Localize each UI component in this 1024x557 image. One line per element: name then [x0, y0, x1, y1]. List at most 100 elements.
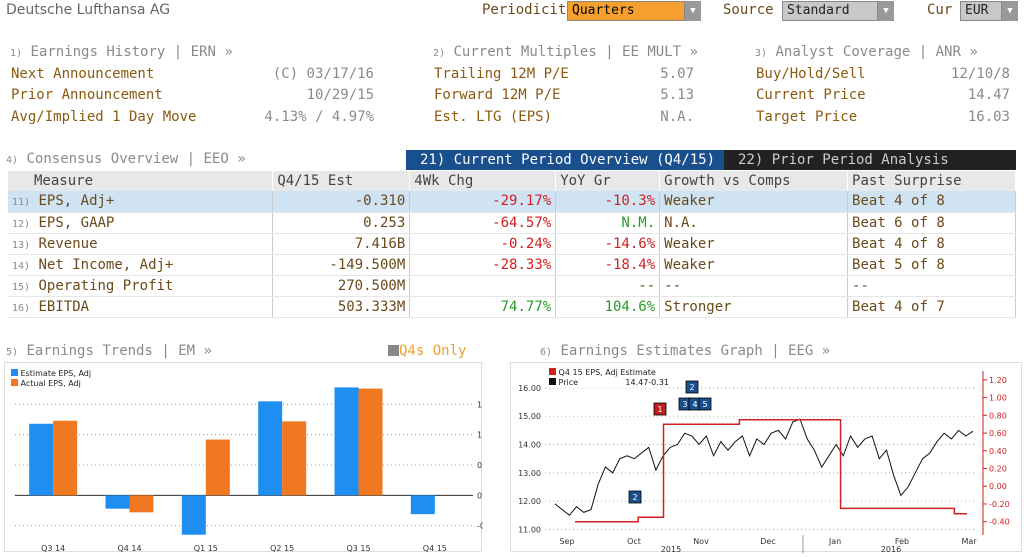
trends-y-tick-label: 1.00 — [477, 431, 483, 440]
est-cell: -0.310 — [273, 191, 410, 212]
comps-cell: Weaker — [660, 254, 848, 275]
periodicity-select[interactable]: Quarters — [567, 1, 685, 21]
eeg-right-tick-label: 0.60 — [989, 429, 1007, 438]
trends-bar — [130, 495, 154, 512]
eeg-event-marker-label: 2 — [632, 493, 637, 502]
trends-bar — [359, 389, 383, 496]
table-row[interactable]: 13) Revenue 7.416B -0.24% -14.6% Weaker … — [8, 233, 1016, 254]
trends-bar — [29, 424, 53, 496]
legend-swatch-estimate — [11, 369, 18, 376]
currency-dropdown-icon[interactable]: ▼ — [1002, 1, 1018, 21]
anr-section-title[interactable]: 3) Analyst Coverage | ANR » — [755, 44, 978, 60]
ern-next-value: (C) 03/17/16 — [273, 66, 374, 82]
table-header-row: Measure Q4/15 Est 4Wk Chg YoY Gr Growth … — [8, 171, 1016, 191]
chg-cell — [410, 275, 556, 296]
trends-bar — [53, 421, 77, 496]
eeg-right-tick-label: 0.00 — [989, 482, 1007, 491]
ern-prior-value: 10/29/15 — [307, 87, 374, 103]
eeg-event-marker-label: 4 — [692, 400, 697, 409]
periodicity-label: Periodicity — [482, 2, 575, 18]
table-row[interactable]: 15) Operating Profit 270.500M -- -- -- — [8, 275, 1016, 296]
tab-current-period[interactable]: 21) Current Period Overview (Q4/15) — [406, 150, 724, 170]
chg-cell: 74.77% — [410, 296, 556, 317]
col-header-est[interactable]: Q4/15 Est — [273, 171, 410, 191]
periodicity-dropdown-icon[interactable]: ▼ — [685, 1, 701, 21]
trends-y-tick-label: 0.50 — [477, 461, 483, 470]
comps-cell: Weaker — [660, 191, 848, 212]
trends-bar — [282, 421, 306, 495]
source-select[interactable]: Standard — [782, 1, 878, 21]
table-row[interactable]: 14) Net Income, Adj+ -149.500M -28.33% -… — [8, 254, 1016, 275]
trends-bar — [182, 495, 206, 534]
est-cell: 270.500M — [273, 275, 410, 296]
chg-cell: -64.57% — [410, 212, 556, 233]
eeg-right-tick-label: 0.20 — [989, 465, 1007, 474]
col-header-4wk[interactable]: 4Wk Chg — [410, 171, 556, 191]
anr-target-value: 16.03 — [968, 109, 1010, 125]
ern-section-title[interactable]: 1) Earnings History | ERN » — [10, 44, 233, 60]
eeg-event-marker-label: 5 — [702, 400, 707, 409]
measure-cell: 12) EPS, GAAP — [8, 212, 273, 233]
measure-cell: 15) Operating Profit — [8, 275, 273, 296]
legend-estimate-line: Q4 15 EPS, Adj Estimate -0.31 — [549, 368, 669, 378]
comps-cell: Stronger — [660, 296, 848, 317]
trends-bar — [106, 495, 130, 508]
q4s-only-toggle[interactable]: Q4s Only — [388, 343, 466, 359]
eeg-left-tick-label: 12.00 — [518, 497, 541, 506]
eeg-x-tick-label: Dec — [760, 537, 775, 546]
eeg-right-tick-label: 0.40 — [989, 447, 1007, 456]
legend-swatch-red — [549, 368, 556, 375]
col-header-comps[interactable]: Growth vs Comps — [660, 171, 848, 191]
trends-bar — [335, 387, 359, 495]
measure-cell: 13) Revenue — [8, 233, 273, 254]
mult-ltg-value: N.A. — [660, 109, 694, 125]
mult-trailing-value: 5.07 — [660, 66, 694, 82]
trends-svg: 1.50 1.00 0.50 0.00 -0.50 Q3 14 Q4 14 Q1 15 Q2 1… — [5, 363, 483, 553]
eeg-right-tick-label: -0.20 — [989, 500, 1010, 509]
trends-section-title[interactable]: 5) Earnings Trends | EM » — [6, 343, 212, 359]
eeg-event-marker-label: 1 — [657, 405, 662, 414]
eeg-left-tick-label: 11.00 — [518, 525, 541, 534]
consensus-table: Measure Q4/15 Est 4Wk Chg YoY Gr Growth … — [8, 171, 1016, 318]
table-row[interactable]: 16) EBITDA 503.333M 74.77% 104.6% Strong… — [8, 296, 1016, 317]
source-label: Source — [723, 2, 774, 18]
chg-cell: -28.33% — [410, 254, 556, 275]
tab-prior-period[interactable]: 22) Prior Period Analysis (Q3/15) — [724, 150, 1016, 170]
ern-move-label: Avg/Implied 1 Day Move — [11, 109, 196, 125]
col-header-surprise[interactable]: Past Surprise — [848, 171, 1016, 191]
eeg-left-tick-label: 16.00 — [518, 384, 541, 393]
table-row[interactable]: 11) EPS, Adj+ -0.310 -29.17% -10.3% Weak… — [8, 191, 1016, 212]
trends-bar — [206, 440, 230, 496]
eeg-event-marker-label: 3 — [682, 400, 687, 409]
eeg-x-tick-label: Sep — [559, 537, 574, 546]
legend-actual: Actual EPS, Adj — [11, 379, 91, 389]
col-header-measure[interactable]: Measure — [8, 171, 273, 191]
anr-target-label: Target Price — [756, 109, 857, 125]
eeg-x-tick-label: Oct — [627, 537, 641, 546]
comps-cell: -- — [660, 275, 848, 296]
earnings-trends-chart: 1.50 1.00 0.50 0.00 -0.50 Q3 14 Q4 14 Q1 15 Q2 1… — [4, 362, 482, 552]
est-cell: 503.333M — [273, 296, 410, 317]
table-row[interactable]: 12) EPS, GAAP 0.253 -64.57% N.M. N.A. Be… — [8, 212, 1016, 233]
measure-cell: 14) Net Income, Adj+ — [8, 254, 273, 275]
ern-prior-label: Prior Announcement — [11, 87, 163, 103]
trends-y-tick-label: 1.50 — [477, 400, 483, 409]
anr-bhs-value: 12/10/8 — [951, 66, 1010, 82]
anr-price-label: Current Price — [756, 87, 866, 103]
source-dropdown-icon[interactable]: ▼ — [878, 1, 894, 21]
eeg-event-marker-label: 2 — [689, 383, 694, 392]
col-header-yoy[interactable]: YoY Gr — [556, 171, 660, 191]
ern-move-value: 4.13% / 4.97% — [264, 109, 374, 125]
est-cell: 0.253 — [273, 212, 410, 233]
mult-section-title[interactable]: 2) Current Multiples | EE MULT » — [433, 44, 698, 60]
consensus-section-title[interactable]: 4) Consensus Overview | EEO » — [6, 151, 246, 167]
yoy-cell: 104.6% — [556, 296, 660, 317]
surprise-cell: Beat 5 of 8 — [848, 254, 1016, 275]
surprise-cell: Beat 6 of 8 — [848, 212, 1016, 233]
currency-select[interactable]: EUR — [960, 1, 1002, 21]
eeg-right-tick-label: 0.80 — [989, 411, 1007, 420]
eeg-x-tick-label: Nov — [693, 537, 709, 546]
eeg-left-tick-label: 15.00 — [518, 412, 541, 421]
graph-section-title[interactable]: 6) Earnings Estimates Graph | EEG » — [540, 343, 830, 359]
surprise-cell: Beat 4 of 8 — [848, 191, 1016, 212]
